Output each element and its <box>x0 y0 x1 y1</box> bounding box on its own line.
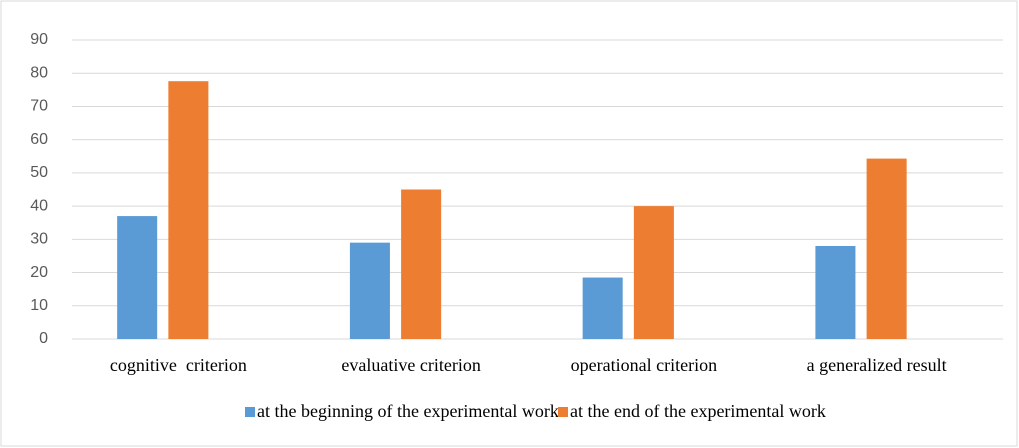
y-tick-label: 50 <box>30 164 48 181</box>
bar <box>866 158 907 339</box>
y-tick-label: 40 <box>30 197 48 214</box>
bar <box>168 81 209 339</box>
y-tick-label: 90 <box>30 31 48 48</box>
y-tick-label: 20 <box>30 264 48 281</box>
bar <box>349 242 390 339</box>
bar <box>117 216 158 339</box>
legend-swatch <box>245 407 255 417</box>
y-tick-label: 70 <box>30 98 48 115</box>
x-tick-label: evaluative criterion <box>341 355 480 375</box>
y-tick-label: 0 <box>39 330 48 347</box>
legend-label: at the beginning of the experimental wor… <box>257 401 559 421</box>
legend-swatch <box>558 407 568 417</box>
x-tick-label: a generalized result <box>807 355 947 375</box>
bar <box>401 189 442 339</box>
bar <box>582 277 623 339</box>
y-tick-label: 30 <box>30 231 48 248</box>
y-tick-label: 10 <box>30 297 48 314</box>
x-tick-label: cognitive criterion <box>110 355 247 375</box>
legend-label: at the end of the experimental work <box>570 401 826 421</box>
y-tick-label: 80 <box>30 64 48 81</box>
y-tick-label: 60 <box>30 131 48 148</box>
bar <box>633 206 674 339</box>
x-tick-label: operational criterion <box>571 355 717 375</box>
bar <box>815 245 856 339</box>
